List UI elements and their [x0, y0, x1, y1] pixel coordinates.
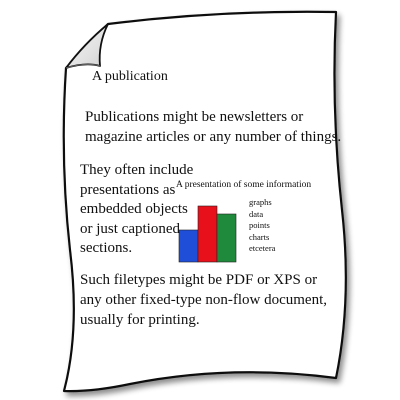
text-line: Such filetypes might be PDF or XPS or — [80, 270, 327, 290]
text-line: embedded objects — [80, 200, 193, 220]
text-line: magazine articles or any number of thing… — [85, 127, 341, 147]
text-line: They often include — [80, 161, 193, 181]
text-line: or just captioned — [80, 220, 193, 240]
legend-item: data — [249, 209, 275, 221]
legend-item: etcetera — [249, 243, 275, 255]
chart-bar-2 — [198, 206, 217, 262]
legend-item: charts — [249, 232, 275, 244]
chart-bar-3 — [217, 214, 236, 262]
paragraph-filetypes: Such filetypes might be PDF or XPS or an… — [80, 270, 327, 330]
presentation-legend: graphs data points charts etcetera — [249, 197, 275, 255]
document-title: A publication — [92, 69, 168, 85]
paragraph-presentations: They often include presentations as embe… — [80, 161, 193, 259]
text-line: any other fixed-type non-flow document, — [80, 290, 327, 310]
text-line: Publications might be newsletters or — [85, 107, 341, 127]
paragraph-publications: Publications might be newsletters or mag… — [85, 107, 341, 147]
legend-item: points — [249, 220, 275, 232]
text-line: usually for printing. — [80, 310, 327, 330]
presentation-title: A presentation of some information — [176, 180, 311, 190]
legend-item: graphs — [249, 197, 275, 209]
text-line: sections. — [80, 239, 193, 259]
